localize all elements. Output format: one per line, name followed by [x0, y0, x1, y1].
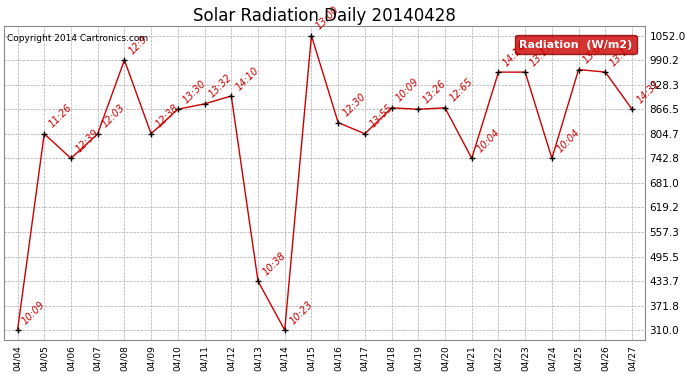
Text: 10:09: 10:09: [20, 299, 47, 326]
Text: 14:31: 14:31: [635, 78, 662, 105]
Text: 10:04: 10:04: [555, 128, 582, 154]
Text: 12:38: 12:38: [154, 103, 181, 130]
Text: 12:30: 12:30: [341, 92, 368, 118]
Text: 13:15: 13:15: [608, 41, 635, 68]
Text: 12:65: 12:65: [448, 77, 475, 104]
Text: 13:32: 13:32: [207, 73, 235, 100]
Text: 13:17: 13:17: [528, 41, 555, 68]
Title: Solar Radiation Daily 20140428: Solar Radiation Daily 20140428: [193, 7, 456, 25]
Text: 13:00: 13:00: [314, 4, 341, 32]
Legend: Radiation  (W/m2): Radiation (W/m2): [515, 35, 637, 54]
Text: 13:30: 13:30: [181, 78, 208, 105]
Text: 10:23: 10:23: [288, 299, 315, 326]
Text: 10:09: 10:09: [394, 77, 422, 104]
Text: 12:39: 12:39: [74, 128, 101, 154]
Text: 13:55: 13:55: [368, 103, 395, 130]
Text: 13:26: 13:26: [421, 78, 448, 105]
Text: 13:06: 13:06: [581, 39, 609, 66]
Text: 14:14: 14:14: [501, 41, 528, 68]
Text: 14:10: 14:10: [234, 65, 261, 92]
Text: 12:03: 12:03: [100, 103, 128, 130]
Text: 10:04: 10:04: [475, 128, 502, 154]
Text: 10:38: 10:38: [261, 250, 288, 277]
Text: 12:9: 12:9: [127, 33, 150, 56]
Text: 11:26: 11:26: [47, 103, 74, 130]
Text: Copyright 2014 Cartronics.com: Copyright 2014 Cartronics.com: [8, 34, 148, 43]
